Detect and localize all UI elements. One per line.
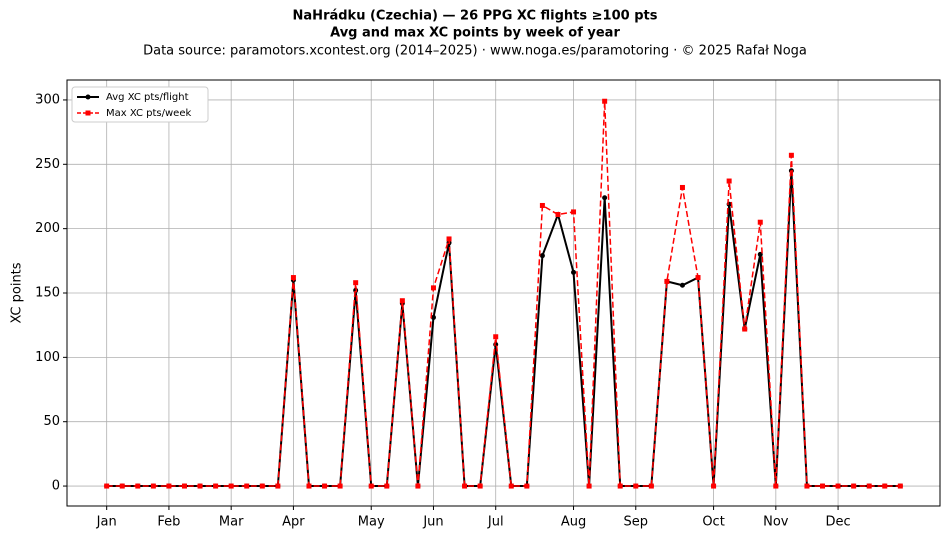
chart-source: Data source: paramotors.xcontest.org (20… [143, 44, 807, 59]
point-marker [742, 326, 748, 332]
point-marker [446, 236, 452, 242]
x-tick-label: Jan [96, 515, 117, 530]
point-marker [275, 483, 281, 489]
point-marker [524, 483, 530, 489]
point-marker [213, 483, 219, 489]
point-marker [119, 483, 125, 489]
series-line [106, 101, 901, 487]
point-marker [181, 483, 187, 489]
y-tick-label: 200 [35, 221, 60, 236]
legend-label: Avg XC pts/flight [106, 92, 189, 103]
point-marker [602, 98, 608, 104]
y-axis-label: XC points [10, 262, 25, 323]
y-tick-label: 100 [35, 350, 60, 365]
point-marker [104, 483, 110, 489]
point-marker [539, 253, 545, 259]
point-marker [866, 483, 872, 489]
point-marker [337, 483, 343, 489]
point-marker [135, 483, 141, 489]
point-marker [835, 483, 841, 489]
point-marker [788, 152, 794, 158]
point-marker [820, 483, 826, 489]
point-marker [462, 483, 468, 489]
plot-frame [66, 79, 941, 507]
legend-marker [85, 110, 91, 116]
y-tick-label: 300 [35, 92, 60, 107]
point-marker [882, 483, 888, 489]
point-marker [679, 282, 685, 288]
series-line [106, 170, 901, 488]
point-marker [415, 483, 421, 489]
point-marker [150, 483, 156, 489]
legend-box [71, 86, 209, 123]
point-marker [477, 483, 483, 489]
point-marker [555, 211, 561, 217]
point-marker [695, 275, 701, 281]
y-tick-label: 250 [35, 157, 60, 172]
point-marker [648, 483, 654, 489]
x-tick-label: Aug [561, 515, 586, 530]
point-marker [493, 334, 499, 340]
point-marker [773, 483, 779, 489]
point-marker [804, 483, 810, 489]
x-tick-label: Oct [702, 515, 724, 530]
x-tick-label: Nov [763, 515, 789, 530]
point-marker [244, 483, 250, 489]
point-marker [430, 285, 436, 291]
point-marker [617, 483, 623, 489]
point-marker [897, 483, 903, 489]
point-marker [851, 483, 857, 489]
x-tick-label: Feb [157, 515, 180, 530]
point-marker [322, 483, 328, 489]
x-tick-label: Mar [219, 515, 244, 530]
point-marker [602, 195, 608, 201]
point-marker [726, 178, 732, 184]
point-marker [166, 483, 172, 489]
y-tick-label: 50 [43, 414, 60, 429]
point-marker [757, 219, 763, 225]
legend-marker [85, 94, 91, 100]
point-marker [586, 483, 592, 489]
point-marker [571, 269, 577, 275]
point-marker [664, 278, 670, 284]
x-tick-label: Sep [624, 515, 649, 530]
point-marker [353, 280, 359, 286]
y-tick-label: 150 [35, 286, 60, 301]
point-marker [259, 483, 265, 489]
point-marker [508, 483, 514, 489]
point-marker [306, 483, 312, 489]
x-tick-label: Jul [487, 515, 504, 530]
chart-title: NaHrádku (Czechia) — 26 PPG XC flights ≥… [293, 9, 658, 24]
point-marker [430, 314, 436, 320]
point-marker [571, 209, 577, 215]
point-marker [228, 483, 234, 489]
point-marker [539, 202, 545, 208]
point-marker [290, 275, 296, 281]
x-tick-label: Apr [282, 515, 305, 530]
x-tick-label: Dec [825, 515, 850, 530]
point-marker [368, 483, 374, 489]
chart-subtitle: Avg and max XC points by week of year [330, 26, 620, 41]
y-tick-label: 0 [52, 479, 60, 494]
point-marker [399, 298, 405, 304]
legend-label: Max XC pts/week [106, 108, 191, 119]
point-marker [679, 184, 685, 190]
point-marker [711, 483, 717, 489]
x-tick-label: Jun [422, 515, 443, 530]
point-marker [197, 483, 203, 489]
point-marker [384, 483, 390, 489]
point-marker [633, 483, 639, 489]
x-tick-label: May [358, 515, 385, 530]
